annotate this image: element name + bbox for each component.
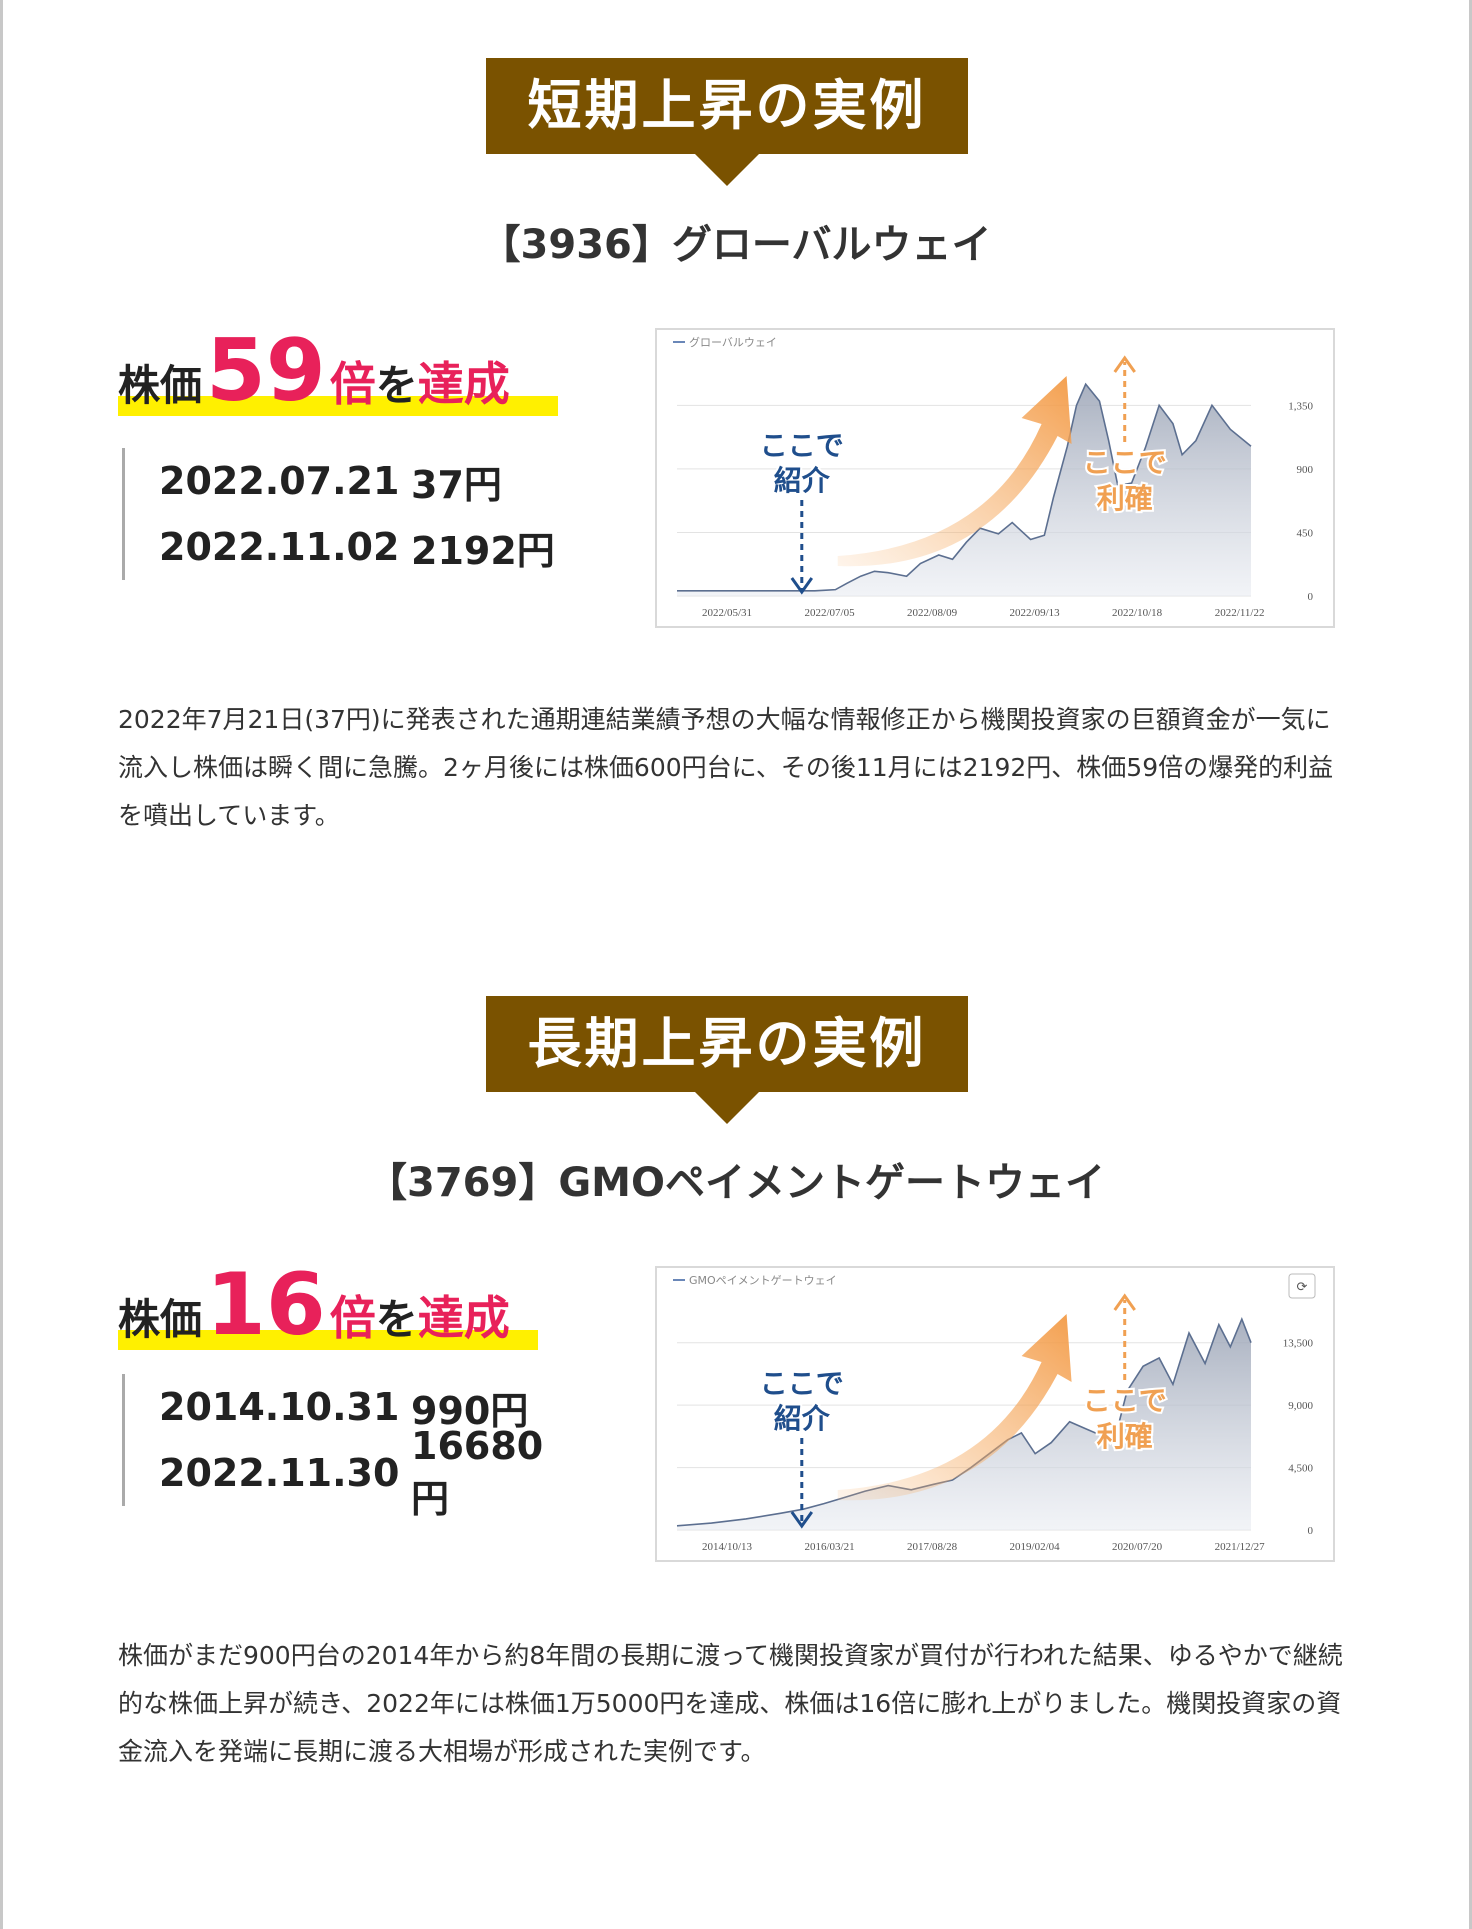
y-tick-label: 9,000 <box>1288 1400 1313 1412</box>
headline-multiple: 16 <box>206 1255 326 1355</box>
section-banner: 長期上昇の実例 <box>486 996 968 1092</box>
annotation-arrowhead <box>1113 1293 1136 1311</box>
highlight-bar <box>118 396 558 416</box>
y-tick-label: 0 <box>1308 591 1314 603</box>
price-date: 2022.11.30 <box>159 1451 400 1495</box>
price-line <box>677 382 1252 592</box>
price-date: 2022.11.02 <box>159 525 400 569</box>
highlight-bar <box>118 1330 538 1350</box>
y-tick-label: 1,350 <box>1288 400 1313 412</box>
price-row: 2022.11.30 16680円 <box>159 1424 571 1521</box>
annotation-arrowhead <box>790 577 814 595</box>
y-tick-label: 13,500 <box>1283 1338 1314 1350</box>
y-tick-label: 900 <box>1297 464 1314 476</box>
y-tick-label: 0 <box>1308 1525 1314 1537</box>
headline-multiple: 59 <box>206 321 326 421</box>
description: 2022年7月21日(37円)に発表された通期連結業績予想の大幅な情報修正から機… <box>118 705 1334 830</box>
legend-label: グローバルウェイ <box>689 335 777 349</box>
trend-arrow <box>837 1314 1072 1501</box>
trend-arrow <box>837 376 1072 567</box>
price-date: 2022.07.21 <box>159 459 400 503</box>
chart-svg: グローバルウェイ 1,350 900 450 0 2022/05/31 2022/07/05… <box>673 335 1314 619</box>
headline-prefix: 株価 <box>118 1295 203 1344</box>
price-rows: 2022.07.21 37円 2022.11.02 2192円 <box>122 448 571 580</box>
price-value: 16680円 <box>411 1423 544 1521</box>
x-tick-label: 2022/07/05 <box>804 607 855 619</box>
x-tick-label: 2022/09/13 <box>1010 607 1061 619</box>
section-banner: 短期上昇の実例 <box>486 58 968 154</box>
annotation-label: 紹介 <box>774 1402 831 1435</box>
price-row: 2014.10.31 990円 <box>159 1374 571 1440</box>
headline-tassei: 達成 <box>417 357 510 411</box>
headline-wo: を <box>375 1295 418 1344</box>
x-tick-label: 2022/08/09 <box>907 607 958 619</box>
price-date: 2014.10.31 <box>159 1385 400 1429</box>
multiple-headline: 株価 16 倍 を 達成 <box>118 1255 538 1355</box>
price-value: 37円 <box>411 462 502 507</box>
annotation-arrowhead <box>790 1511 814 1529</box>
x-tick-label: 2016/03/21 <box>804 1541 854 1553</box>
annotation-label: 紹介 <box>774 464 831 497</box>
price-value: 990円 <box>411 1388 529 1433</box>
x-tick-label: 2021/12/27 <box>1215 1541 1266 1553</box>
banner-pointer <box>693 1090 761 1124</box>
stock-title: 【3769】GMOペイメントゲートウェイ <box>367 1160 1105 1206</box>
y-tick-label: 4,500 <box>1288 1463 1313 1475</box>
annotation-label: ここで <box>1083 1384 1167 1417</box>
headline-wo: を <box>375 361 418 410</box>
banner-pointer <box>693 152 761 186</box>
price-value: 2192円 <box>411 528 555 573</box>
headline-bai: 倍 <box>329 1291 376 1345</box>
x-tick-label: 2020/07/20 <box>1112 1541 1163 1553</box>
price-row: 2022.07.21 37円 <box>159 448 571 514</box>
description: 株価がまだ900円台の2014年から約8年間の長期に渡って機関投資家が買付が行わ… <box>118 1641 1343 1766</box>
price-area <box>677 1319 1251 1530</box>
stock-title: 【3936】グローバルウェイ <box>480 222 992 268</box>
refresh-button <box>1288 1273 1316 1299</box>
chart-svg: GMOペイメントゲートウェイ ⟳ 13,500 9,000 4,500 0 2014/10/… <box>673 1273 1316 1553</box>
annotation-label: ここで <box>760 1367 844 1400</box>
x-tick-label: 2022/10/18 <box>1112 607 1163 619</box>
annotation-label: 利確 <box>1097 482 1153 515</box>
legend-label: GMOペイメントゲートウェイ <box>689 1274 837 1287</box>
annotation-label: ここで <box>760 429 844 462</box>
price-area <box>677 384 1251 596</box>
headline-tassei: 達成 <box>417 1291 510 1345</box>
y-tick-label: 450 <box>1297 527 1314 539</box>
stock-chart: グローバルウェイ 1,350 900 450 0 2022/05/31 2022/07/05… <box>655 328 1335 628</box>
x-tick-label: 2022/11/22 <box>1215 607 1265 619</box>
x-tick-label: 2014/10/13 <box>702 1541 753 1553</box>
multiple-headline: 株価 59 倍 を 達成 <box>118 321 558 421</box>
price-line <box>676 1316 1252 1527</box>
x-tick-label: 2022/05/31 <box>702 607 752 619</box>
x-tick-label: 2019/02/04 <box>1010 1541 1061 1553</box>
stock-chart: GMOペイメントゲートウェイ ⟳ 13,500 9,000 4,500 0 2014/10/… <box>655 1266 1335 1562</box>
price-rows: 2014.10.31 990円 2022.11.30 16680円 <box>122 1374 571 1521</box>
annotation-label: ここで <box>1083 446 1167 479</box>
annotation-label: 利確 <box>1097 1420 1153 1453</box>
refresh-icon: ⟳ <box>1297 1280 1308 1295</box>
price-row: 2022.11.02 2192円 <box>159 514 571 580</box>
headline-bai: 倍 <box>329 357 376 411</box>
annotation-arrowhead <box>1113 355 1136 373</box>
headline-prefix: 株価 <box>118 361 203 410</box>
x-tick-label: 2017/08/28 <box>907 1541 958 1553</box>
